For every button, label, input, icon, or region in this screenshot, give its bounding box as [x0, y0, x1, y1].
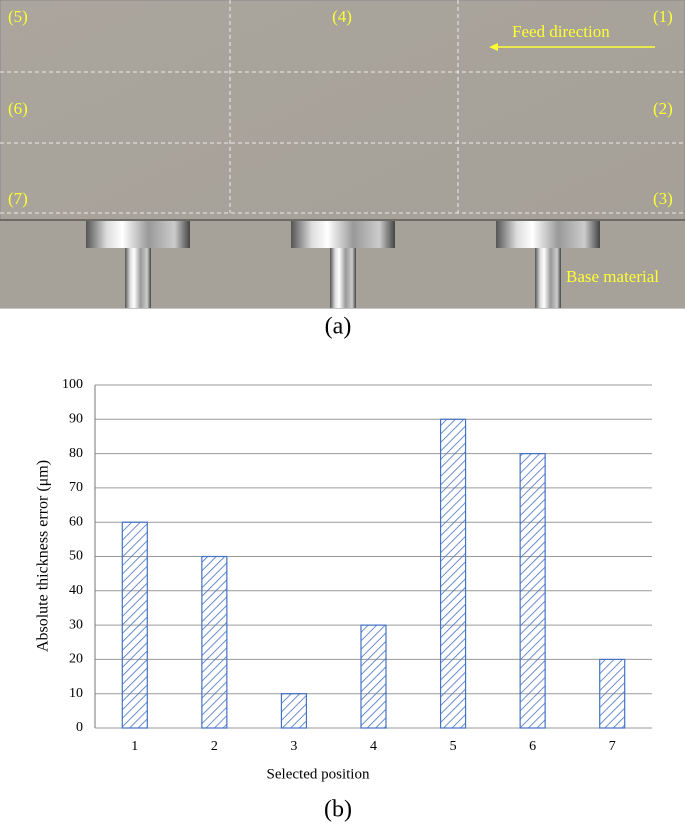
x-tick-label: 4 [370, 739, 377, 754]
x-tick-label: 3 [290, 739, 297, 754]
x-axis-title: Selected position [267, 766, 370, 782]
position-label: (6) [8, 99, 28, 118]
y-tick-label: 70 [69, 480, 83, 495]
position-label: (5) [8, 7, 28, 26]
caption-b: (b) [324, 797, 352, 823]
render-image: Feed direction Base material [0, 0, 685, 309]
position-label: (3) [653, 189, 673, 208]
y-tick-label: 0 [76, 720, 83, 735]
arrow-head [489, 43, 498, 51]
position-label: (1) [653, 7, 673, 26]
dashed-grid [0, 0, 685, 214]
y-tick-label: 90 [69, 412, 83, 427]
y-tick-label: 20 [69, 652, 83, 667]
y-tick-label: 40 [69, 583, 83, 598]
bar [360, 624, 387, 729]
x-tick-label: 5 [450, 739, 457, 754]
bar [439, 418, 467, 729]
y-tick-label: 100 [62, 377, 83, 392]
bar [280, 693, 308, 729]
x-tick-label: 1 [131, 739, 138, 754]
y-tick-label: 30 [69, 617, 83, 632]
bar [201, 555, 228, 729]
x-tick-label: 6 [529, 739, 536, 754]
position-label: (2) [653, 99, 673, 118]
y-tick-label: 50 [69, 549, 83, 564]
y-tick-label: 10 [69, 686, 83, 701]
x-tick-label: 7 [609, 739, 616, 754]
bar [599, 658, 626, 729]
base-label: Base material [566, 267, 659, 286]
caption-a: (a) [325, 314, 352, 340]
bar [519, 453, 546, 729]
position-label: (4) [332, 7, 352, 26]
y-axis-title: Absolute thickness error (μm) [35, 460, 52, 652]
x-tick-label: 2 [211, 739, 218, 754]
bar [121, 521, 148, 729]
feed-label: Feed direction [512, 22, 610, 41]
rollers [86, 221, 600, 308]
position-label: (7) [8, 189, 28, 208]
y-tick-label: 80 [69, 446, 83, 461]
y-tick-label: 60 [69, 514, 83, 529]
